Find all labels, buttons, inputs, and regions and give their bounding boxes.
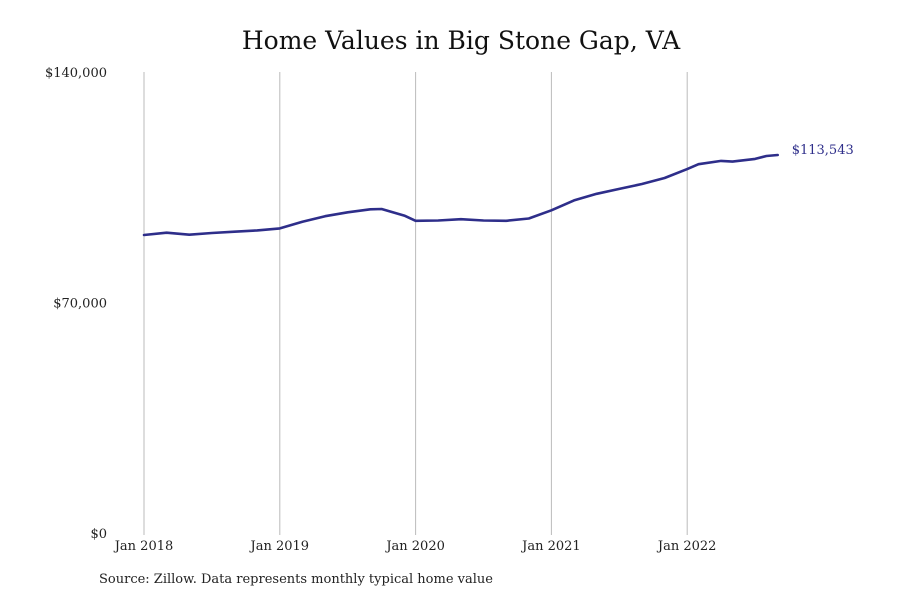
series-layer: $113,543	[142, 143, 854, 237]
y-tick-label-70000: $70,000	[53, 297, 107, 312]
x-tick-label-2018-01: Jan 2018	[113, 539, 174, 554]
y-tick-label-140000: $140,000	[45, 66, 107, 81]
series-line-0	[142, 153, 779, 237]
grid-lines	[143, 72, 688, 535]
source-note: Source: Zillow. Data represents monthly …	[99, 572, 493, 587]
end-value-label: $113,543	[792, 143, 854, 158]
x-tick-label-2019-01: Jan 2019	[249, 539, 310, 554]
y-tick-label-0: $0	[90, 527, 107, 542]
x-tick-label-2022-01: Jan 2022	[656, 539, 717, 554]
y-axis-ticks: $0 $70,000 $140,000	[45, 66, 107, 542]
x-axis-ticks: Jan 2018 Jan 2019 Jan 2020 Jan 2021 Jan 2022	[113, 539, 717, 554]
x-tick-label-2020-01: Jan 2020	[384, 539, 445, 554]
chart-title: Home Values in Big Stone Gap, VA	[241, 26, 681, 55]
x-tick-label-2021-01: Jan 2021	[520, 539, 581, 554]
